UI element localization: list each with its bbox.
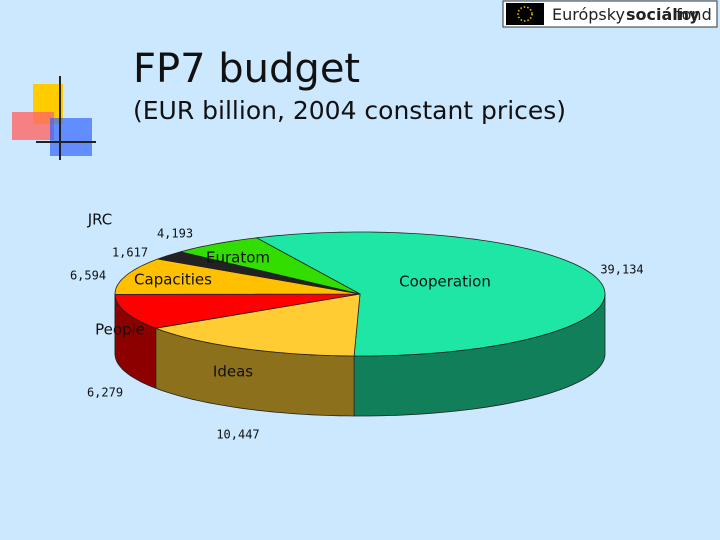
category-label: People — [95, 321, 145, 339]
slice — [180, 237, 361, 295]
slice — [154, 293, 361, 357]
value-label: 1,617 — [112, 246, 148, 260]
slice — [114, 258, 361, 295]
category-label: Euratom — [206, 249, 270, 267]
slice — [255, 231, 606, 357]
value-label: 6,279 — [87, 386, 123, 400]
slice — [114, 293, 361, 329]
category-label: JRC — [87, 211, 113, 229]
logo: Európsky sociálny fond — [502, 0, 718, 28]
category-label: Cooperation — [399, 273, 491, 291]
slice — [156, 251, 361, 295]
value-label: 4,193 — [157, 227, 193, 241]
category-label: Ideas — [213, 363, 253, 381]
chart-title: FP7 budget — [133, 46, 360, 92]
logo-word: Európsky — [552, 5, 625, 24]
value-label: 39,134 — [600, 263, 643, 277]
value-label: 6,594 — [70, 269, 106, 283]
decoration — [12, 76, 96, 160]
category-label: Capacities — [134, 271, 212, 289]
logo-word: sociálny — [626, 5, 700, 24]
value-label: 10,447 — [216, 428, 259, 442]
chart-subtitle: (EUR billion, 2004 constant prices) — [133, 96, 566, 125]
logo-word: fond — [676, 5, 712, 24]
